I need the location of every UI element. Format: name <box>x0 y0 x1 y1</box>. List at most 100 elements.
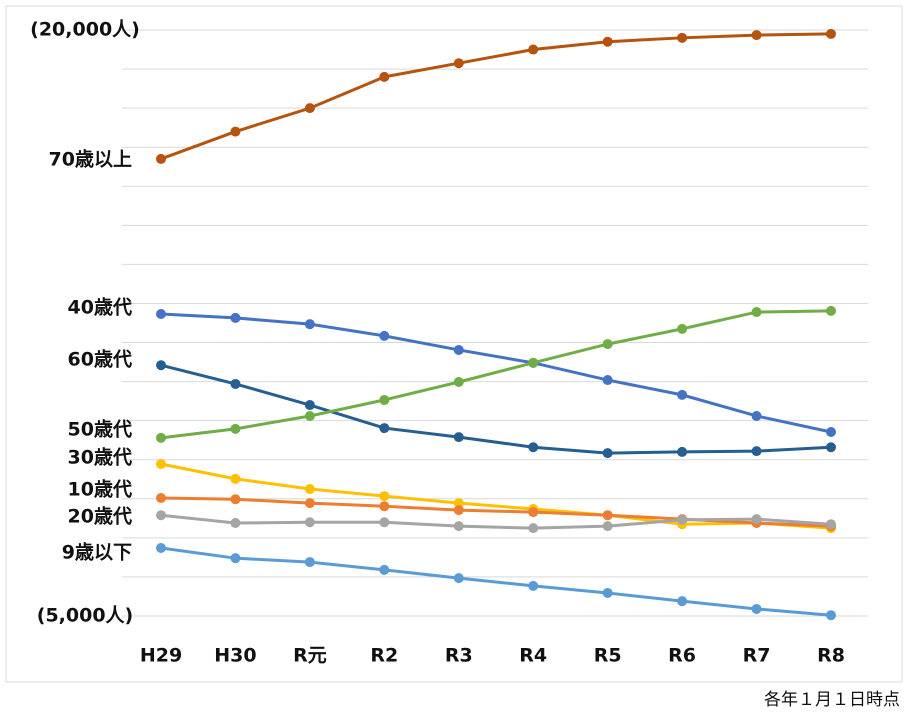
x-tick-label: R8 <box>817 645 845 667</box>
data-point <box>379 564 390 575</box>
series-label: 30歳代 <box>68 447 132 469</box>
data-point <box>304 400 315 411</box>
data-point <box>379 517 390 528</box>
series-line <box>160 363 832 455</box>
data-point <box>751 446 762 457</box>
data-point <box>156 360 166 371</box>
data-point <box>453 498 464 509</box>
data-point <box>230 312 241 323</box>
series-line <box>160 462 832 530</box>
note: 各年１月１日時点 <box>764 690 900 710</box>
data-point <box>379 394 390 405</box>
y-tick-label: (20,000人) <box>30 19 140 41</box>
series-line <box>160 496 832 528</box>
data-point <box>156 309 166 320</box>
data-point <box>230 473 241 484</box>
data-point <box>826 426 836 437</box>
data-point <box>602 448 613 459</box>
data-point <box>528 507 539 518</box>
x-tick-label: R4 <box>519 645 547 667</box>
data-point <box>677 32 688 43</box>
data-point <box>304 517 315 528</box>
data-point <box>230 378 241 389</box>
series-line <box>160 546 832 617</box>
data-point <box>826 442 836 453</box>
data-point <box>528 442 539 453</box>
data-point <box>304 410 315 421</box>
series-label: 50歳代 <box>68 419 132 441</box>
data-point <box>453 432 464 443</box>
data-point <box>602 510 613 521</box>
data-point <box>230 518 241 529</box>
series-line <box>160 312 832 434</box>
x-tick-label: R2 <box>370 645 398 667</box>
data-point <box>230 494 241 505</box>
series-label: 9歳以下 <box>62 542 132 564</box>
series-line <box>160 513 832 530</box>
data-point <box>379 491 390 502</box>
data-point <box>156 153 166 164</box>
data-point <box>826 519 836 530</box>
data-point <box>230 553 241 564</box>
chart-border <box>5 5 903 683</box>
series-label: 70歳以上 <box>49 149 132 171</box>
data-point <box>230 423 241 434</box>
data-point <box>528 580 539 591</box>
data-point <box>453 344 464 355</box>
data-point <box>156 543 166 554</box>
data-point <box>304 557 315 568</box>
data-point <box>230 126 241 137</box>
data-point <box>826 28 836 39</box>
data-point <box>304 484 315 495</box>
data-point <box>379 423 390 434</box>
data-point <box>677 596 688 607</box>
series-line <box>160 309 832 440</box>
series-label: 20歳代 <box>68 506 132 528</box>
data-point <box>528 523 539 534</box>
data-point <box>751 307 762 318</box>
data-point <box>156 432 166 443</box>
data-point <box>826 610 836 621</box>
data-point <box>304 103 315 114</box>
series-label: 40歳代 <box>68 297 132 319</box>
data-point <box>156 510 166 521</box>
data-point <box>826 305 836 316</box>
data-point <box>453 521 464 532</box>
data-point <box>751 410 762 421</box>
data-point <box>751 603 762 614</box>
data-point <box>751 514 762 525</box>
data-point <box>453 58 464 69</box>
data-point <box>453 505 464 516</box>
data-point <box>379 330 390 341</box>
data-point <box>453 573 464 584</box>
data-point <box>751 30 762 41</box>
data-point <box>677 446 688 457</box>
data-point <box>156 459 166 470</box>
data-point <box>379 501 390 512</box>
series-line <box>160 32 832 161</box>
data-point <box>304 498 315 509</box>
data-point <box>304 319 315 330</box>
data-point <box>602 36 613 47</box>
data-point <box>602 587 613 598</box>
x-tick-label: H30 <box>214 645 256 667</box>
data-point <box>602 339 613 350</box>
data-point <box>602 375 613 386</box>
series-label: 10歳代 <box>68 479 132 501</box>
x-tick-label: R6 <box>668 645 696 667</box>
series-label: 60歳代 <box>68 349 132 371</box>
data-point <box>528 357 539 368</box>
x-tick-label: R5 <box>594 645 622 667</box>
data-point <box>528 44 539 55</box>
data-point <box>453 376 464 387</box>
data-point <box>677 389 688 400</box>
data-point <box>156 493 166 504</box>
data-point <box>379 71 390 82</box>
x-tick-label: R3 <box>445 645 473 667</box>
x-tick-label: R7 <box>743 645 771 667</box>
y-tick-label: (5,000人) <box>37 605 133 627</box>
x-tick-label: R元 <box>293 645 327 667</box>
data-point <box>677 323 688 334</box>
